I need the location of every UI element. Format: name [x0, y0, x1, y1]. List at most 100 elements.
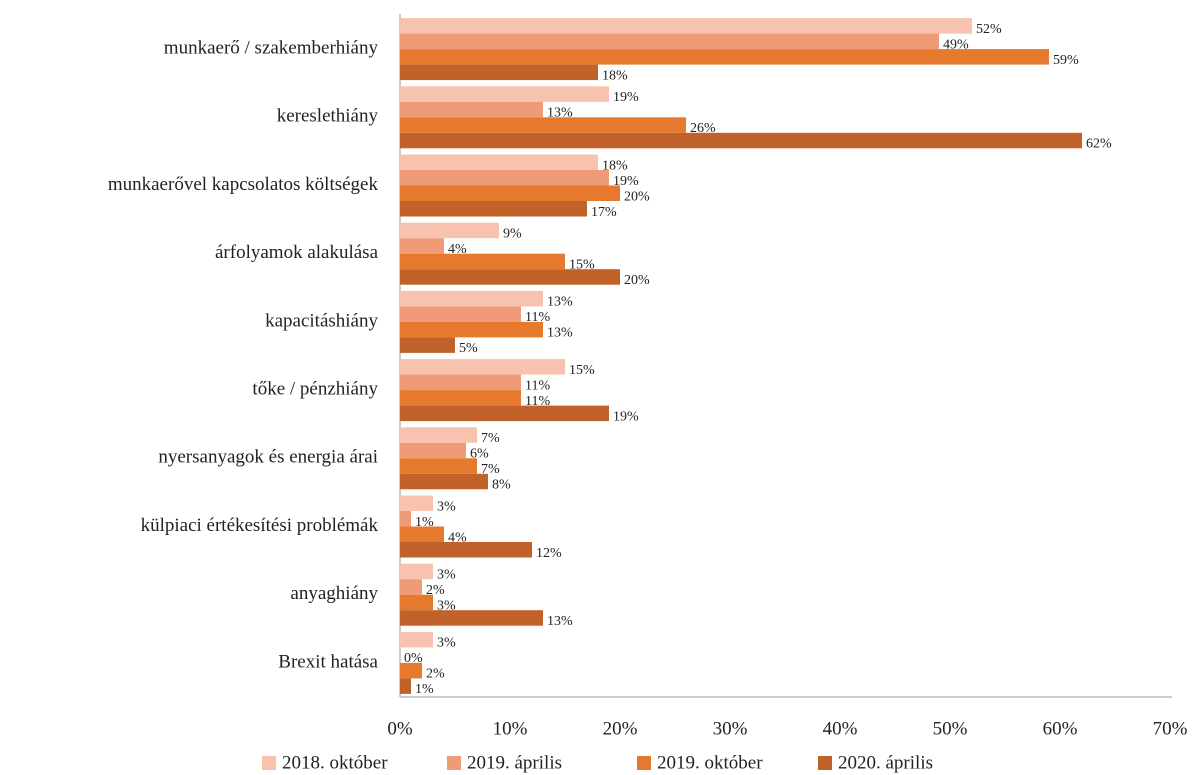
- bar: [400, 427, 477, 443]
- bar: [400, 594, 433, 611]
- value-label: 52%: [976, 22, 1002, 37]
- category-label: tőke / pénzhiány: [252, 378, 378, 399]
- bar: [400, 390, 521, 406]
- value-label: 13%: [547, 326, 573, 341]
- bar: [400, 563, 433, 580]
- value-label: 13%: [547, 614, 573, 629]
- bar: [400, 132, 1082, 149]
- x-tick-label: 60%: [1043, 718, 1078, 739]
- bar: [400, 306, 521, 322]
- bar: [400, 238, 444, 254]
- value-label: 0%: [404, 651, 423, 666]
- bar: [400, 290, 543, 307]
- bar: [400, 117, 686, 133]
- legend-swatch: [262, 756, 276, 770]
- value-label: 19%: [613, 409, 639, 424]
- bar: [400, 495, 433, 511]
- value-label: 4%: [448, 242, 467, 257]
- category-label: külpiaci értékesítési problémák: [141, 515, 379, 536]
- bar: [400, 154, 598, 170]
- bar: [400, 542, 532, 558]
- bar: [400, 321, 543, 338]
- value-label: 2%: [426, 583, 445, 598]
- value-label: 62%: [1086, 137, 1112, 152]
- bar: [400, 86, 609, 102]
- bar: [400, 201, 587, 217]
- bar: [400, 374, 521, 391]
- value-label: 59%: [1053, 53, 1079, 68]
- x-tick-label: 70%: [1153, 718, 1188, 739]
- bar: [400, 631, 433, 648]
- value-label: 6%: [470, 447, 489, 462]
- x-tick-label: 0%: [387, 718, 413, 739]
- x-tick-label: 20%: [603, 718, 638, 739]
- bar: [400, 458, 477, 474]
- bar: [400, 18, 972, 34]
- bar: [400, 442, 466, 459]
- bar: [400, 185, 620, 201]
- x-tick-label: 10%: [493, 718, 528, 739]
- value-label: 7%: [481, 462, 500, 477]
- value-label: 11%: [525, 378, 550, 393]
- bar: [400, 359, 565, 375]
- value-label: 15%: [569, 363, 595, 378]
- value-label: 9%: [503, 227, 522, 242]
- bar: [400, 253, 565, 270]
- value-label: 4%: [448, 530, 467, 545]
- value-label: 20%: [624, 273, 650, 288]
- value-label: 2%: [426, 667, 445, 682]
- value-label: 3%: [437, 636, 456, 651]
- value-label: 12%: [536, 546, 562, 561]
- value-label: 7%: [481, 431, 500, 446]
- bar: [400, 222, 499, 239]
- legend-swatch: [447, 756, 461, 770]
- value-label: 18%: [602, 68, 628, 83]
- bar: [400, 579, 422, 595]
- value-label: 13%: [547, 295, 573, 310]
- category-label: Brexit hatása: [278, 651, 378, 672]
- value-label: 15%: [569, 258, 595, 273]
- bar: [400, 678, 411, 694]
- bar: [400, 511, 411, 527]
- category-label: kapacitáshiány: [265, 310, 378, 331]
- value-label: 3%: [437, 568, 456, 583]
- x-tick-label: 50%: [933, 718, 968, 739]
- value-label: 8%: [492, 478, 511, 493]
- value-label: 3%: [437, 599, 456, 614]
- bar: [400, 33, 939, 50]
- x-tick-label: 40%: [823, 718, 858, 739]
- bar: [400, 473, 488, 490]
- value-label: 20%: [624, 189, 650, 204]
- legend-swatch: [637, 756, 651, 770]
- bar: [400, 610, 543, 626]
- category-label: munkaerővel kapcsolatos költségek: [108, 174, 379, 195]
- bar: [400, 269, 620, 285]
- category-label: nyersanyagok és energia árai: [158, 447, 378, 468]
- legend-label: 2019. október: [657, 752, 763, 773]
- legend-label: 2019. április: [467, 752, 562, 773]
- bar: [400, 662, 422, 679]
- value-label: 18%: [602, 158, 628, 173]
- category-label: munkaerő / szakemberhiány: [164, 37, 379, 58]
- legend-label: 2018. október: [282, 752, 388, 773]
- value-label: 13%: [547, 106, 573, 121]
- bar: [400, 101, 543, 118]
- value-label: 3%: [437, 499, 456, 514]
- value-label: 1%: [415, 515, 434, 530]
- bar: [400, 337, 455, 353]
- value-label: 49%: [943, 37, 969, 52]
- bar: [400, 64, 598, 81]
- bar: [400, 526, 444, 542]
- bar: [400, 405, 609, 422]
- value-label: 19%: [613, 90, 639, 105]
- value-label: 5%: [459, 341, 478, 356]
- value-label: 19%: [613, 174, 639, 189]
- bar: [400, 170, 609, 186]
- legend-swatch: [818, 756, 832, 770]
- value-label: 26%: [690, 121, 716, 136]
- value-label: 11%: [525, 310, 550, 325]
- category-label: anyaghiány: [290, 583, 378, 604]
- legend-label: 2020. április: [838, 752, 933, 773]
- value-label: 1%: [415, 682, 434, 697]
